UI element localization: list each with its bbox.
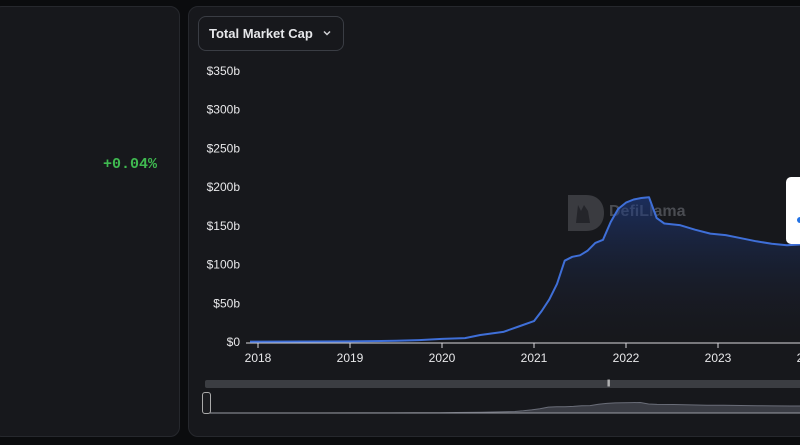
x-tick-label: 2018 — [245, 351, 272, 365]
x-tick-label: 2023 — [705, 351, 732, 365]
y-tick-label: $350b — [207, 64, 241, 78]
summary-panel: +0.04% — [0, 6, 180, 437]
metric-select[interactable]: Total Market Cap — [198, 16, 344, 51]
y-tick-label: $100b — [207, 258, 241, 272]
slider-track[interactable] — [205, 380, 800, 388]
series-dot-icon — [797, 217, 800, 223]
x-tick-label: 2020 — [429, 351, 456, 365]
chart-tooltip — [786, 177, 800, 244]
grip-icon[interactable]: ||| — [607, 380, 611, 387]
x-tick-label: 2019 — [337, 351, 364, 365]
y-tick-label: $150b — [207, 219, 241, 233]
slider-handle-left[interactable] — [202, 392, 211, 414]
series-area — [250, 197, 800, 342]
metric-select-label: Total Market Cap — [209, 26, 313, 41]
y-tick-label: $300b — [207, 103, 241, 117]
y-tick-label: $200b — [207, 180, 241, 194]
series-line — [249, 196, 800, 343]
y-tick-label: $250b — [207, 141, 241, 155]
range-slider[interactable]: ||| — [202, 380, 800, 418]
y-tick-label: $0 — [227, 335, 241, 349]
x-tick-label: 2021 — [521, 351, 548, 365]
chevron-down-icon — [323, 30, 331, 36]
llama-logo-icon — [566, 193, 606, 238]
change-percent: +0.04% — [102, 156, 157, 173]
x-tick-label: 2024 — [797, 351, 800, 365]
y-tick-label: $50b — [213, 296, 240, 310]
x-tick-label: 2022 — [613, 351, 640, 365]
chart-panel — [188, 6, 800, 437]
